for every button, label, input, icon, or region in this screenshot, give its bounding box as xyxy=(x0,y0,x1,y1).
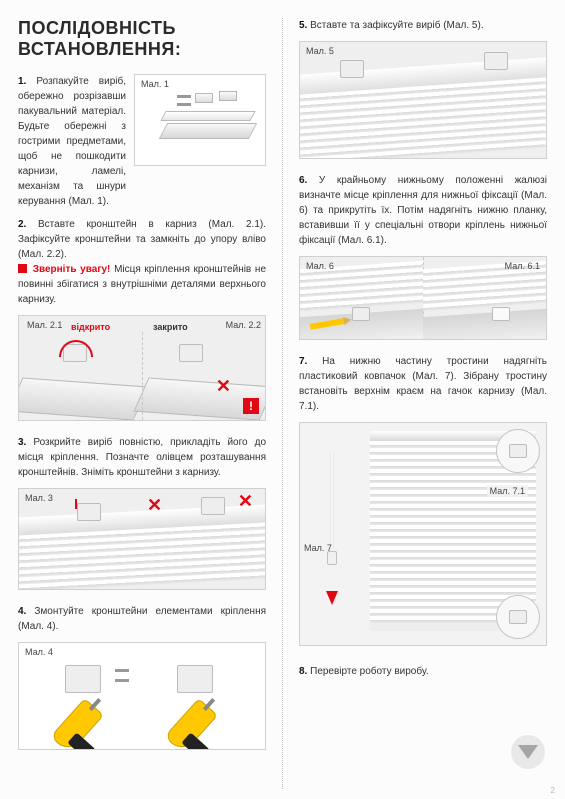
x-mark-icon: ✕ xyxy=(147,495,162,516)
fig7-detail-top-icon xyxy=(496,429,540,473)
fig6-clip-icon xyxy=(352,307,370,321)
fig2-rail-left-icon xyxy=(18,377,149,420)
step-3-body: Розкрийте виріб повністю, прикладіть йог… xyxy=(18,437,266,478)
x-mark-icon: ✕ xyxy=(216,376,231,397)
step-1: 1. Розпакуйте виріб, обережно розрізавши… xyxy=(18,74,266,217)
figure-4-label: Мал. 4 xyxy=(19,643,53,657)
fig4-screw-icon xyxy=(115,669,129,672)
warning-icon xyxy=(18,264,27,273)
fig4-bracket-icon xyxy=(177,665,213,693)
figure-1: Мал. 1 xyxy=(134,74,266,166)
step-5-num: 5. xyxy=(299,20,307,31)
column-divider xyxy=(282,18,283,789)
step-2-body: Вставте кронштейн в карниз (Мал. 2.1). З… xyxy=(18,219,266,260)
step-1-num: 1. xyxy=(18,76,26,87)
step-6-num: 6. xyxy=(299,175,307,186)
step-4-text: 4. Змонтуйте кронштейни елементами кріпл… xyxy=(18,604,266,634)
wand-icon xyxy=(330,453,334,549)
tassel-icon xyxy=(326,591,338,605)
figure-5-label: Мал. 5 xyxy=(300,42,334,56)
fig3-bracket-icon xyxy=(77,503,101,521)
step-8-body: Перевірте роботу виробу. xyxy=(310,666,429,677)
fig3-mark-icon xyxy=(75,499,77,509)
left-column: ПОСЛІДОВНІСТЬ ВСТАНОВЛЕННЯ: 1. Розпакуйт… xyxy=(18,18,266,789)
fig2-divider-icon xyxy=(142,332,143,420)
fig1-part-icon xyxy=(219,91,237,101)
step-2-num: 2. xyxy=(18,219,26,230)
figure-6-1-label: Мал. 6.1 xyxy=(499,257,540,271)
figure-2-2-label: Мал. 2.2 xyxy=(220,316,261,330)
fig2-arrow-red-icon xyxy=(52,333,100,381)
page-number: 2 xyxy=(551,786,555,795)
figure-3-label: Мал. 3 xyxy=(19,489,53,503)
step-3-num: 3. xyxy=(18,437,26,448)
step-1-body: Розпакуйте виріб, обережно розрізавши па… xyxy=(18,76,126,207)
fig4-bracket-icon xyxy=(65,665,101,693)
page-title: ПОСЛІДОВНІСТЬ ВСТАНОВЛЕННЯ: xyxy=(18,18,266,60)
figure-1-label: Мал. 1 xyxy=(135,75,169,89)
fig1-rail-icon xyxy=(159,123,258,139)
drill-icon xyxy=(164,698,218,750)
figure-2: Мал. 2.1 відкрито закрито Мал. 2.2 ✕ ! xyxy=(18,315,266,421)
fig7-detail-bottom-icon xyxy=(496,595,540,639)
page: ПОСЛІДОВНІСТЬ ВСТАНОВЛЕННЯ: 1. Розпакуйт… xyxy=(0,0,565,799)
warning-label: Зверніть увагу! xyxy=(33,264,111,275)
figure-2-1-label: Мал. 2.1 xyxy=(21,316,62,330)
figure-5: Мал. 5 xyxy=(299,41,547,159)
fig4-screw-icon xyxy=(115,679,129,682)
figure-7: Мал. 7.1 Мал. 7 xyxy=(299,422,547,646)
step-5-body: Вставте та зафіксуйте виріб (Мал. 5). xyxy=(310,20,483,31)
fig1-screw-icon xyxy=(177,95,191,98)
fig3-slats-icon xyxy=(19,523,265,590)
fig5-bracket-icon xyxy=(340,60,364,78)
step-8-text: 8. Перевірте роботу виробу. xyxy=(299,664,547,679)
figure-6-label: Мал. 6 xyxy=(300,257,334,271)
figure-4: Мал. 4 xyxy=(18,642,266,750)
step-7-text: 7. На нижню частину тростини надягніть п… xyxy=(299,354,547,414)
fig6-clip-icon xyxy=(492,307,510,321)
step-4-body: Змонтуйте кронштейни елементами кріпленн… xyxy=(18,606,266,632)
figure-7-1-label: Мал. 7.1 xyxy=(487,485,528,497)
fig1-screw-icon xyxy=(177,103,191,106)
fig1-rail-top-icon xyxy=(160,111,255,121)
right-column: 5. Вставте та зафіксуйте виріб (Мал. 5).… xyxy=(299,18,547,789)
warning-badge-icon: ! xyxy=(243,398,259,414)
figure-3: Мал. 3 ✕ ✕ xyxy=(18,488,266,590)
step-8-num: 8. xyxy=(299,666,307,677)
fig1-part-icon xyxy=(195,93,213,103)
step-6-body: У крайньому нижньому положенні жалюзі ви… xyxy=(299,175,547,246)
closed-label: закрито xyxy=(147,318,188,332)
open-label: відкрито xyxy=(65,318,110,332)
fig5-bracket-icon xyxy=(484,52,508,70)
step-7-body: На нижню частину тростини надягніть плас… xyxy=(299,356,547,412)
step-2-text: 2. Вставте кронштейн в карниз (Мал. 2.1)… xyxy=(18,217,266,307)
x-mark-icon: ✕ xyxy=(238,491,253,512)
scroll-down-icon xyxy=(511,735,545,769)
step-6-text: 6. У крайньому нижньому положенні жалюзі… xyxy=(299,173,547,248)
step-1-text: 1. Розпакуйте виріб, обережно розрізавши… xyxy=(18,74,126,209)
step-4-num: 4. xyxy=(18,606,26,617)
figure-7-label: Мал. 7 xyxy=(304,543,332,553)
fig3-bracket-icon xyxy=(201,497,225,515)
step-5-text: 5. Вставте та зафіксуйте виріб (Мал. 5). xyxy=(299,18,547,33)
step-3-text: 3. Розкрийте виріб повністю, прикладіть … xyxy=(18,435,266,480)
figure-6: Мал. 6 Мал. 6.1 xyxy=(299,256,547,340)
step-7-num: 7. xyxy=(299,356,307,367)
wand-cap-icon xyxy=(327,551,337,565)
drill-icon xyxy=(50,698,104,750)
fig2-bracket-closed-icon xyxy=(179,344,203,362)
